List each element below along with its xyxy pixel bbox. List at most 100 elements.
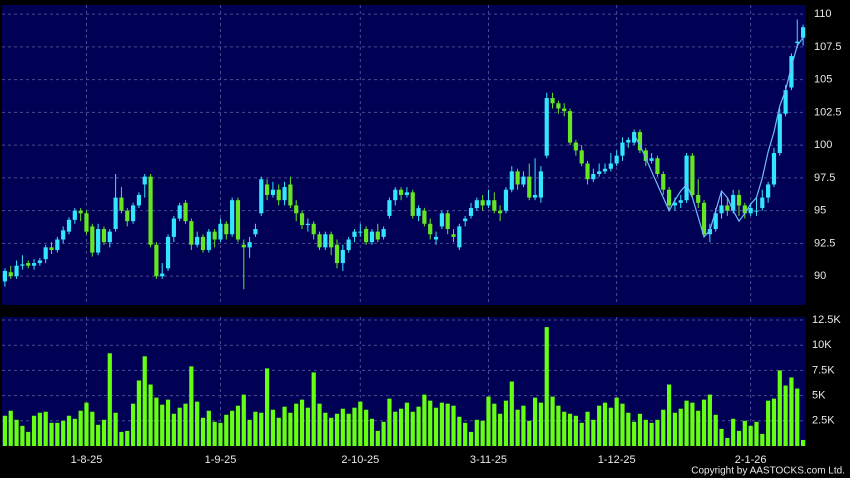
candle-body [84, 213, 89, 232]
candle-body [766, 184, 771, 198]
candle-body [14, 265, 19, 277]
volume-bar [183, 403, 188, 446]
y-tick-label: 105 [814, 74, 832, 86]
volume-bar [474, 419, 479, 446]
candle-body [253, 229, 258, 235]
volume-bar [264, 368, 270, 446]
candle-body [562, 108, 567, 112]
candle-body [43, 247, 48, 260]
volume-bar [463, 422, 468, 446]
volume-bar [748, 425, 753, 446]
volume-bar [195, 401, 200, 446]
x-tick-label: 1-9-25 [205, 454, 237, 466]
candle-body [696, 194, 701, 203]
candle-body [719, 205, 724, 214]
volume-bar [323, 412, 328, 446]
volume-bar [364, 409, 369, 446]
volume-bar [480, 420, 485, 446]
candle-body [678, 200, 683, 203]
candle-body [736, 194, 742, 206]
volume-bar [509, 381, 514, 446]
volume-bar [393, 411, 398, 446]
candle-body [433, 236, 439, 240]
volume-bar [177, 407, 182, 446]
volume-bar [632, 421, 637, 446]
candle-body [457, 226, 462, 248]
volume-bar [305, 407, 310, 446]
volume-bar [154, 397, 159, 446]
candle-body [346, 239, 351, 250]
volume-bar [760, 433, 765, 446]
volume-bar [713, 414, 718, 446]
volume-bar [439, 402, 444, 446]
candle-body [468, 208, 474, 216]
volume-bar [101, 419, 107, 446]
candle-body [375, 231, 380, 240]
volume-bar [276, 417, 281, 446]
volume-bar [661, 409, 666, 446]
candle-body [78, 210, 83, 214]
volume-bar [160, 404, 165, 446]
candle-body [329, 234, 334, 248]
volume-bar [14, 419, 19, 446]
volume-bar [620, 403, 625, 446]
volume-bar [171, 413, 176, 446]
volume-bar [96, 424, 101, 446]
candle-body [2, 270, 8, 282]
candle-body [282, 187, 287, 201]
volume-bar [527, 420, 532, 446]
candle-body [212, 231, 217, 240]
candle-body [90, 226, 95, 253]
candle-body [387, 200, 392, 216]
candle-body [31, 263, 37, 266]
candle-body [538, 171, 544, 198]
volume-bar [800, 439, 806, 446]
volume-bar [690, 402, 695, 446]
candle-body [206, 231, 211, 250]
candle-body [334, 244, 340, 264]
candle-body [731, 194, 736, 211]
volume-bar [503, 400, 509, 446]
candle-body [527, 176, 532, 198]
candle-body [567, 111, 573, 143]
volume-bar [78, 410, 83, 446]
candle-body [649, 158, 654, 161]
volume-bar [445, 403, 450, 446]
volume-bar [492, 403, 497, 446]
candle-body [358, 231, 363, 233]
candle-body [270, 189, 276, 195]
candle-body [760, 197, 765, 209]
volume-bar [26, 431, 31, 446]
volume-bar [253, 411, 258, 446]
volume-bar [55, 422, 60, 446]
volume-bar [428, 400, 433, 446]
candle-body [299, 213, 305, 226]
volume-bar [544, 327, 549, 446]
volume-bar [725, 437, 730, 446]
candle-body [725, 205, 730, 211]
volume-bar [49, 422, 54, 446]
volume-bar [643, 419, 648, 446]
candle-body [690, 155, 695, 195]
candle-body [26, 263, 31, 266]
volume-bar [614, 397, 619, 446]
volume-bar [43, 411, 48, 446]
volume-bar [707, 394, 712, 446]
volume-bar [649, 422, 654, 446]
price-panel [2, 5, 806, 305]
volume-bar [72, 418, 77, 446]
candle-body [119, 197, 124, 211]
candle-body [398, 189, 404, 195]
overlay-line [633, 37, 804, 239]
candle-body [608, 163, 613, 169]
candle-body [666, 189, 672, 206]
volume-bar [538, 402, 544, 446]
volume-bar [736, 430, 742, 446]
candle-body [486, 200, 491, 206]
candle-body [148, 176, 153, 245]
candle-body [154, 244, 159, 277]
volume-bar [317, 403, 322, 446]
volume-bar [294, 403, 299, 446]
volume-bar [224, 414, 229, 446]
volume-bar [597, 405, 602, 446]
